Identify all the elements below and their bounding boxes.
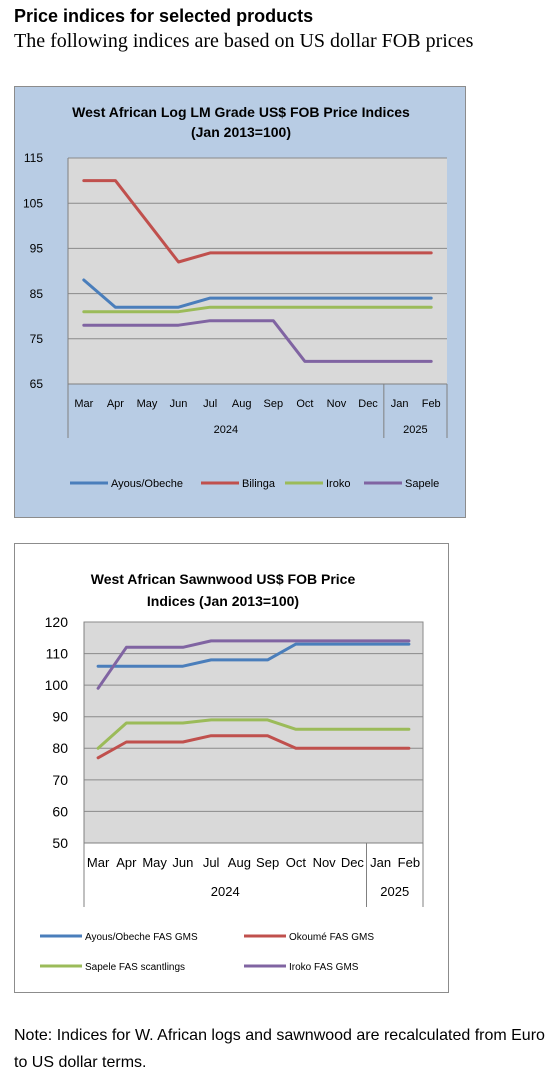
undefined-x-tick-label: Apr — [116, 855, 137, 870]
undefined-x-tick-label: Apr — [107, 398, 124, 410]
undefined-legend-label: Sapele FAS scantlings — [85, 962, 185, 973]
undefined-y-tick-label: 85 — [30, 287, 44, 301]
undefined-y-tick-label: 105 — [23, 196, 43, 210]
undefined-y-tick-label: 100 — [45, 677, 69, 693]
undefined-legend-label: Iroko FAS GMS — [289, 962, 359, 973]
undefined-x-tick-label: Jul — [203, 855, 220, 870]
undefined-x-tick-label: Aug — [232, 398, 252, 410]
undefined-y-tick-label: 95 — [30, 242, 44, 256]
undefined-y-tick-label: 75 — [30, 332, 44, 346]
undefined-chart-title: West African Log LM Grade US$ FOB Price … — [72, 104, 410, 120]
undefined-x-tick-label: Oct — [296, 398, 313, 410]
undefined-x-tick-label: Jan — [370, 855, 391, 870]
undefined-y-tick-label: 65 — [30, 377, 44, 391]
undefined-chart-subtitle: Indices (Jan 2013=100) — [147, 593, 299, 609]
undefined-series-line-2 — [82, 179, 433, 264]
sawnwood-price-chart-svg: 50 60 70 80 90 100 110 120 Mar Apr May Jun Jul Aug Sep… — [40, 571, 424, 973]
undefined-x-tick-label: Mar — [87, 855, 110, 870]
undefined-y-tick-label: 110 — [46, 645, 69, 661]
undefined-legend-label: Ayous/Obeche FAS GMS — [85, 932, 198, 943]
undefined-series-line-4 — [96, 639, 411, 690]
undefined-chart-subtitle: (Jan 2013=100) — [191, 124, 291, 140]
undefined-x-tick-label: Jun — [172, 855, 193, 870]
undefined-x-tick-label: Dec — [358, 398, 378, 410]
undefined-y-tick-label: 80 — [52, 740, 68, 756]
undefined-year-label: 2025 — [403, 424, 427, 436]
undefined-y-tick-label: 90 — [52, 709, 68, 725]
undefined-y-tick-label: 115 — [24, 151, 43, 165]
undefined-series-line-2 — [96, 734, 411, 760]
undefined-legend-label: Sapele — [405, 478, 439, 490]
footnote: Note: Indices for W. African logs and sa… — [14, 1027, 545, 1071]
undefined-x-tick-label: Aug — [228, 855, 251, 870]
undefined-x-tick-label: Jan — [391, 398, 409, 410]
undefined-series-line-1 — [96, 642, 411, 668]
undefined-x-tick-label: Dec — [341, 855, 365, 870]
log-price-chart: 65 75 85 95 105 115 Mar Apr May Jun Jul Aug Sep Oct No… — [14, 86, 466, 518]
undefined-series-line-3 — [82, 305, 433, 314]
undefined-year-label: 2024 — [214, 424, 238, 436]
undefined-x-tick-label: Sep — [256, 855, 279, 870]
undefined-x-tick-label: Nov — [327, 398, 347, 410]
undefined-y-tick-label: 70 — [52, 772, 68, 788]
undefined-x-tick-label: Oct — [286, 855, 307, 870]
undefined-legend-label: Bilinga — [242, 478, 276, 490]
undefined-chart-title: West African Sawnwood US$ FOB Price — [91, 571, 356, 587]
undefined-plot-area — [83, 621, 424, 844]
undefined-y-tick-label: 50 — [52, 835, 68, 851]
undefined-x-tick-label: Nov — [313, 855, 337, 870]
undefined-y-tick-label: 120 — [45, 614, 69, 630]
undefined-series-line-1 — [82, 278, 433, 309]
sawnwood-price-chart: 50 60 70 80 90 100 110 120 Mar Apr May Jun Jul Aug Sep… — [14, 543, 449, 993]
undefined-plot-area — [68, 158, 447, 384]
undefined-year-label: 2024 — [211, 884, 240, 899]
undefined-legend-label: Okoumé FAS GMS — [289, 932, 374, 943]
undefined-series-line-4 — [82, 319, 433, 363]
undefined-y-tick-label: 60 — [52, 803, 68, 819]
undefined-x-tick-label: Feb — [422, 398, 441, 410]
log-price-chart-svg: 65 75 85 95 105 115 Mar Apr May Jun Jul Aug Sep Oct No… — [23, 104, 448, 490]
undefined-legend-label: Iroko — [326, 478, 350, 490]
undefined-x-tick-label: Jul — [203, 398, 217, 410]
undefined-x-tick-label: Jun — [170, 398, 188, 410]
page-title: Price indices for selected products — [14, 6, 314, 26]
undefined-year-label: 2025 — [380, 884, 409, 899]
undefined-x-tick-label: Feb — [398, 855, 420, 870]
page-subtitle: The following indices are based on US do… — [14, 30, 474, 52]
undefined-series-line-3 — [96, 718, 411, 750]
undefined-x-tick-label: May — [142, 855, 167, 870]
undefined-x-tick-label: May — [137, 398, 158, 410]
undefined-x-tick-label: Sep — [264, 398, 284, 410]
undefined-x-tick-label: Mar — [74, 398, 93, 410]
undefined-legend-label: Ayous/Obeche — [111, 478, 183, 490]
